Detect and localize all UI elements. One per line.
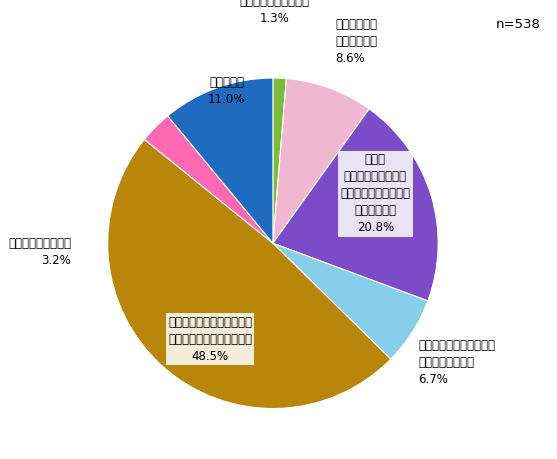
Wedge shape (144, 116, 273, 243)
Text: 現在活用していないし、
今後も活用しない
6.7%: 現在活用していないし、 今後も活用しない 6.7% (418, 339, 495, 386)
Text: 一部の部署で
活用している
8.6%: 一部の部署で 活用している 8.6% (336, 18, 378, 65)
Text: 現在は活用していないが、
今後については未定である
48.5%: 現在は活用していないが、 今後については未定である 48.5% (168, 316, 252, 363)
Text: 現在は
活用していないが、
将来的には活用したい
と考えている
20.8%: 現在は 活用していないが、 将来的には活用したい と考えている 20.8% (340, 153, 411, 234)
Wedge shape (273, 109, 438, 301)
Text: わからない
11.0%: わからない 11.0% (208, 76, 245, 106)
Wedge shape (108, 140, 391, 409)
Text: n=538: n=538 (495, 18, 540, 31)
Wedge shape (273, 78, 369, 243)
Wedge shape (168, 78, 273, 243)
Text: 活用を禁止している
3.2%: 活用を禁止している 3.2% (8, 236, 71, 267)
Text: 全社的に活用している
1.3%: 全社的に活用している 1.3% (240, 0, 310, 25)
Wedge shape (273, 78, 286, 243)
Wedge shape (273, 243, 428, 359)
